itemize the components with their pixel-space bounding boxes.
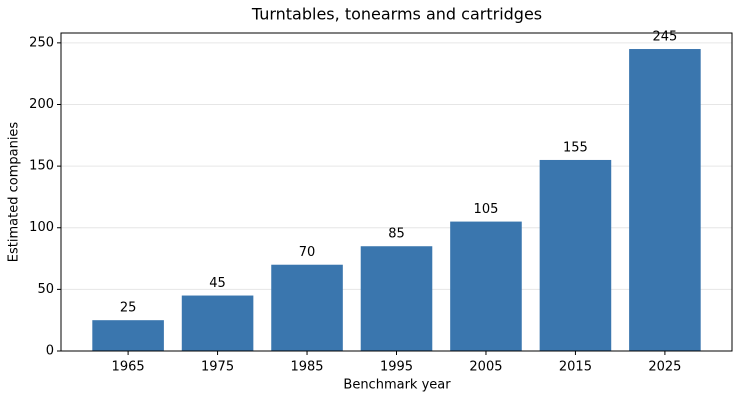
x-tick-label: 1975 <box>201 360 234 375</box>
value-label: 245 <box>652 30 677 45</box>
y-tick-label: 150 <box>29 159 54 174</box>
y-axis-label: Estimated companies <box>7 122 22 263</box>
plot-frame <box>60 32 733 352</box>
value-label: 70 <box>299 245 316 260</box>
y-tick-label: 50 <box>37 282 54 297</box>
bar <box>450 221 522 351</box>
value-label: 85 <box>388 227 405 242</box>
value-label: 105 <box>474 202 499 217</box>
bar <box>539 159 612 351</box>
x-tick-label: 1985 <box>290 360 323 375</box>
x-axis-label: Benchmark year <box>343 378 451 393</box>
bar <box>181 295 254 351</box>
bar <box>360 246 433 351</box>
x-tick-label: 1965 <box>112 360 145 375</box>
value-label: 155 <box>563 140 588 155</box>
bar <box>92 320 164 351</box>
y-tick-label: 0 <box>46 344 54 359</box>
chart-title: Turntables, tonearms and cartridges <box>251 5 542 24</box>
bar <box>629 49 701 351</box>
bar <box>271 264 343 351</box>
x-tick-label: 2015 <box>559 360 592 375</box>
y-tick-label: 100 <box>29 220 54 235</box>
value-label: 45 <box>209 276 226 291</box>
x-tick-label: 1995 <box>380 360 413 375</box>
y-tick-label: 250 <box>29 35 54 50</box>
x-tick-label: 2005 <box>469 360 502 375</box>
y-tick-label: 200 <box>29 97 54 112</box>
x-tick-label: 2025 <box>648 360 681 375</box>
value-label: 25 <box>120 301 137 316</box>
